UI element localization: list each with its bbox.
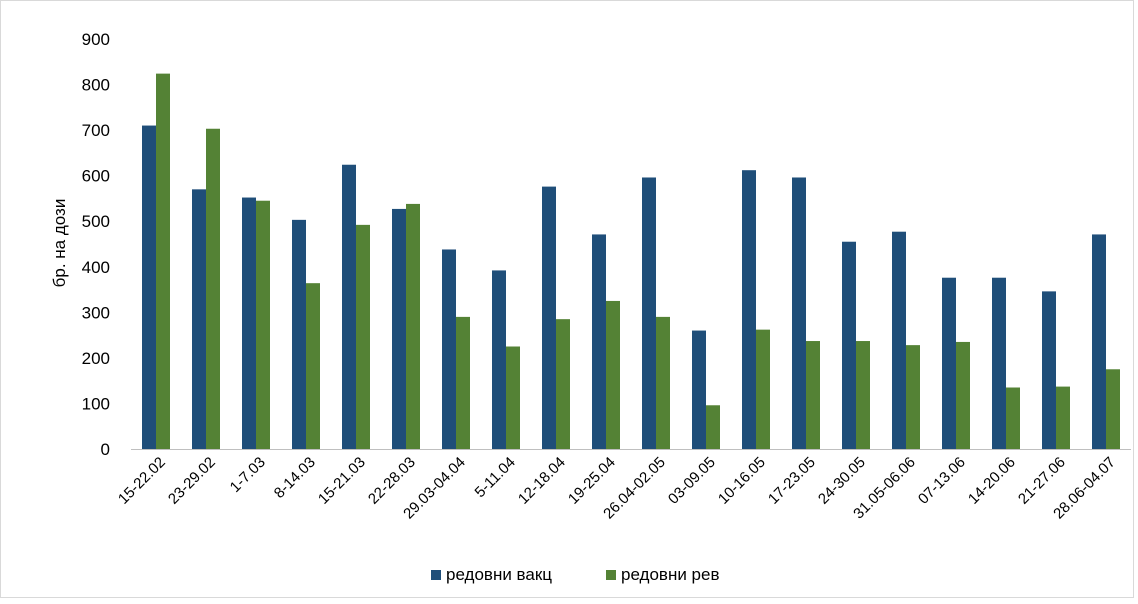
x-tick-label: 8-14.03: [271, 454, 319, 502]
bar-redovni-vakts: [142, 125, 156, 450]
legend-label: редовни рев: [621, 565, 720, 584]
x-tick-label: 23-29.02: [165, 454, 219, 508]
y-tick-label: 800: [82, 76, 110, 95]
bar-redovni-vakts: [792, 177, 806, 449]
bar-redovni-rev: [856, 341, 870, 449]
bar-redovni-vakts: [1042, 291, 1056, 449]
bar-redovni-vakts: [592, 234, 606, 449]
bar-redovni-rev: [606, 300, 620, 449]
legend-label: редовни вакц: [446, 565, 552, 584]
legend-swatch: [431, 570, 441, 580]
bar-redovni-vakts: [342, 164, 356, 449]
bar-redovni-rev: [356, 224, 370, 449]
x-tick-label: 14-20.06: [965, 454, 1019, 508]
bar-redovni-rev: [906, 345, 920, 449]
y-tick-label: 900: [82, 30, 110, 49]
bar-redovni-vakts: [392, 208, 406, 449]
x-tick-label: 5-11.04: [472, 454, 519, 501]
bar-redovni-rev: [256, 200, 270, 449]
y-tick-label: 400: [82, 258, 110, 277]
x-tick-label: 10-16.05: [715, 454, 769, 508]
bar-redovni-vakts: [1092, 234, 1106, 449]
bar-redovni-rev: [756, 329, 770, 449]
bar-redovni-rev: [206, 128, 220, 449]
x-tick-label: 1-7.03: [227, 454, 269, 496]
y-tick-label: 500: [82, 212, 110, 231]
bar-redovni-rev: [406, 203, 420, 449]
x-tick-label: 17-23.05: [765, 454, 819, 508]
bar-redovni-rev: [1056, 386, 1070, 449]
y-tick-label: 200: [82, 349, 110, 368]
x-tick-label: 15-21.03: [315, 454, 369, 508]
y-tick-label: 300: [82, 303, 110, 322]
bar-redovni-rev: [156, 73, 170, 449]
bar-redovni-rev: [806, 341, 820, 449]
y-axis-label: бр. на дози: [50, 199, 69, 288]
bar-redovni-vakts: [642, 177, 656, 449]
bar-redovni-rev: [656, 316, 670, 449]
y-tick-label: 100: [82, 394, 110, 413]
bar-redovni-vakts: [692, 330, 706, 449]
x-tick-label: 07-13.06: [915, 454, 969, 508]
bar-redovni-vakts: [242, 197, 256, 449]
bar-redovni-vakts: [492, 270, 506, 449]
x-tick-label: 15-22.02: [115, 454, 169, 508]
bar-redovni-vakts: [442, 249, 456, 449]
legend-swatch: [606, 570, 616, 580]
bars: [142, 73, 1120, 450]
y-axis-ticks: 0 100 200 300 400 500 600 700 800 900: [82, 30, 110, 459]
y-tick-label: 0: [101, 440, 110, 459]
x-tick-label: 12-18.04: [515, 454, 569, 508]
y-tick-label: 700: [82, 121, 110, 140]
legend: редовни вакц редовни рев: [431, 565, 720, 584]
bar-redovni-rev: [1006, 387, 1020, 449]
bar-redovni-vakts: [292, 219, 306, 449]
bar-redovni-vakts: [542, 186, 556, 449]
bar-redovni-vakts: [842, 241, 856, 449]
bar-redovni-vakts: [992, 277, 1006, 449]
bar-redovni-vakts: [892, 231, 906, 449]
bar-redovni-vakts: [192, 189, 206, 450]
bar-redovni-rev: [506, 346, 520, 449]
bar-redovni-rev: [706, 405, 720, 449]
bar-redovni-rev: [1106, 369, 1120, 449]
bar-redovni-rev: [956, 341, 970, 449]
bar-redovni-vakts: [742, 170, 756, 449]
bar-redovni-rev: [456, 316, 470, 449]
y-tick-label: 600: [82, 167, 110, 186]
bar-redovni-rev: [306, 283, 320, 449]
bar-redovni-vakts: [942, 277, 956, 449]
bar-redovni-rev: [556, 319, 570, 449]
x-tick-label: 03-09.05: [665, 454, 719, 508]
